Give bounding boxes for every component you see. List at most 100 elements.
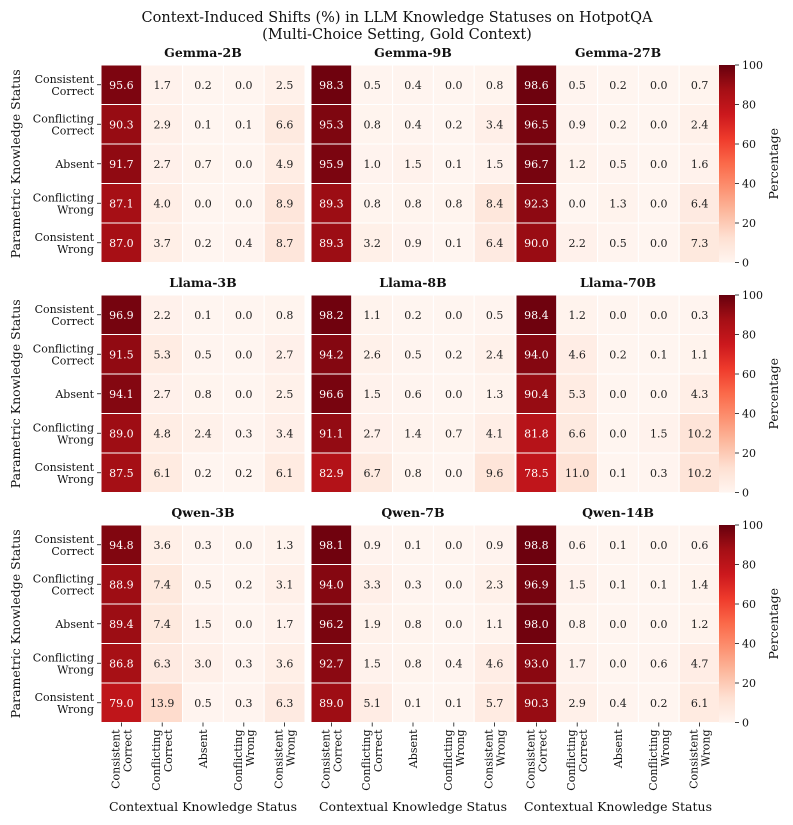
cell-value-label: 0.8 — [486, 79, 504, 92]
cell-value-label: 4.3 — [691, 388, 709, 401]
heatmap-cell — [351, 524, 394, 565]
cell-value-label: 2.9 — [153, 118, 171, 131]
cell-value-label: 4.6 — [486, 657, 504, 670]
cell-value-label: 2.6 — [363, 348, 381, 361]
cell-value-label: 1.5 — [486, 158, 504, 171]
heatmap-cell — [263, 452, 306, 493]
cell-value-label: 0.2 — [650, 697, 668, 710]
colorbar-tick-label: 0 — [742, 717, 749, 730]
cell-value-label: 88.9 — [109, 578, 134, 591]
cell-value-label: 1.1 — [486, 618, 504, 631]
heatmap-cell — [100, 222, 143, 263]
cell-value-label: 1.7 — [568, 657, 586, 670]
y-tick-label: Conflicting Wrong — [33, 651, 94, 676]
heatmap-cell — [597, 143, 639, 184]
cell-value-label: 98.1 — [319, 539, 344, 552]
y-tick-label: Consistent Correct — [35, 533, 95, 558]
heatmap-cell — [263, 222, 306, 263]
colorbar-tick-label: 80 — [742, 329, 756, 342]
heatmap-cell — [182, 183, 224, 224]
panel-title: Llama-8B — [379, 275, 446, 290]
colorbar-tick-label: 100 — [742, 519, 763, 532]
panel-llama-8b: Llama-8B 98.2 1.1 0.2 0.0 0.5 94.2 2.6 0.5 0.2 2.4… — [310, 275, 516, 493]
cell-value-label: 3.6 — [153, 539, 171, 552]
x-tick-label: ConflictingCorrect — [360, 729, 385, 791]
heatmap-cell — [222, 294, 265, 335]
cell-value-label: 6.3 — [153, 657, 171, 670]
cell-value-label: 0.7 — [691, 79, 709, 92]
y-tick-label: Consistent Correct — [35, 73, 95, 98]
heatmap-cell — [678, 524, 721, 565]
cell-value-label: 3.2 — [363, 237, 381, 250]
x-tick-label: ConsistentCorrect — [109, 729, 134, 789]
heatmap-cell — [432, 413, 475, 454]
heatmap-cell — [392, 413, 434, 454]
heatmap-cell — [182, 524, 224, 565]
cell-value-label: 1.7 — [276, 618, 294, 631]
heatmap-cell — [182, 143, 224, 184]
cell-value-label: 87.1 — [109, 197, 134, 210]
cell-value-label: 0.5 — [486, 309, 504, 322]
heatmap-cell — [432, 564, 475, 605]
cell-value-label: 1.6 — [691, 158, 709, 171]
cell-value-label: 0.3 — [235, 427, 253, 440]
cell-value-label: 0.0 — [650, 237, 668, 250]
cell-value-label: 0.9 — [404, 237, 422, 250]
cell-value-label: 0.0 — [609, 427, 627, 440]
cell-value-label: 1.2 — [568, 158, 586, 171]
y-tick-label: Conflicting Correct — [33, 112, 95, 137]
heatmap-cell — [556, 413, 599, 454]
heatmap-cell — [310, 143, 353, 184]
heatmap-cell — [182, 603, 224, 644]
heatmap-cell — [141, 524, 184, 565]
cell-value-label: 2.5 — [276, 79, 294, 92]
cell-value-label: 0.5 — [194, 697, 212, 710]
heatmap-cell — [351, 183, 394, 224]
cell-value-label: 10.2 — [687, 467, 712, 480]
heatmap-cell — [310, 104, 353, 145]
colorbar-label: Percentage — [766, 588, 781, 660]
heatmap-cell — [597, 524, 639, 565]
y-tick-label: Conflicting Wrong — [33, 421, 94, 446]
cell-value-label: 0.0 — [235, 618, 253, 631]
heatmap-cell — [473, 524, 516, 565]
cell-value-label: 0.8 — [194, 388, 212, 401]
cell-value-label: 5.3 — [153, 348, 171, 361]
cell-value-label: 2.4 — [486, 348, 504, 361]
cell-value-label: 0.3 — [194, 539, 212, 552]
heatmap-cell — [351, 222, 394, 263]
panel-title: Llama-70B — [580, 275, 656, 290]
colorbar-tick-label: 20 — [742, 677, 756, 690]
heatmap-cell — [100, 104, 143, 145]
cell-value-label: 6.6 — [276, 118, 294, 131]
cell-value-label: 0.0 — [650, 118, 668, 131]
colorbar: 0 20 40 60 80 100 Percentage — [719, 59, 781, 270]
heatmap-cell — [222, 564, 265, 605]
heatmap-cell — [432, 643, 475, 684]
heatmap-cell — [100, 452, 143, 493]
heatmap-cell — [100, 373, 143, 414]
x-tick-label: ConsistentWrong — [688, 729, 713, 789]
panel-title: Qwen-14B — [582, 505, 654, 520]
heatmap-cell — [263, 643, 306, 684]
cell-value-label: 96.9 — [109, 309, 134, 322]
colorbar-tick-label: 100 — [742, 289, 763, 302]
heatmap-cell — [141, 373, 184, 414]
heatmap-cell — [473, 104, 516, 145]
x-tick-label: ConflictingWrong — [647, 730, 672, 791]
cell-value-label: 0.0 — [235, 348, 253, 361]
cell-value-label: 8.9 — [276, 197, 294, 210]
heatmap-cell — [473, 294, 516, 335]
cell-value-label: 2.5 — [276, 388, 294, 401]
cell-value-label: 92.3 — [524, 197, 549, 210]
cell-value-label: 1.5 — [650, 427, 668, 440]
y-tick-label: Consistent Wrong — [35, 461, 95, 486]
heatmap-cell — [678, 183, 721, 224]
cell-value-label: 0.5 — [194, 348, 212, 361]
cell-value-label: 0.0 — [650, 79, 668, 92]
heatmap-cell — [182, 64, 224, 105]
cell-value-label: 89.3 — [319, 237, 344, 250]
heatmap-cell — [351, 603, 394, 644]
heatmap-cell — [182, 373, 224, 414]
cell-value-label: 0.2 — [609, 118, 627, 131]
